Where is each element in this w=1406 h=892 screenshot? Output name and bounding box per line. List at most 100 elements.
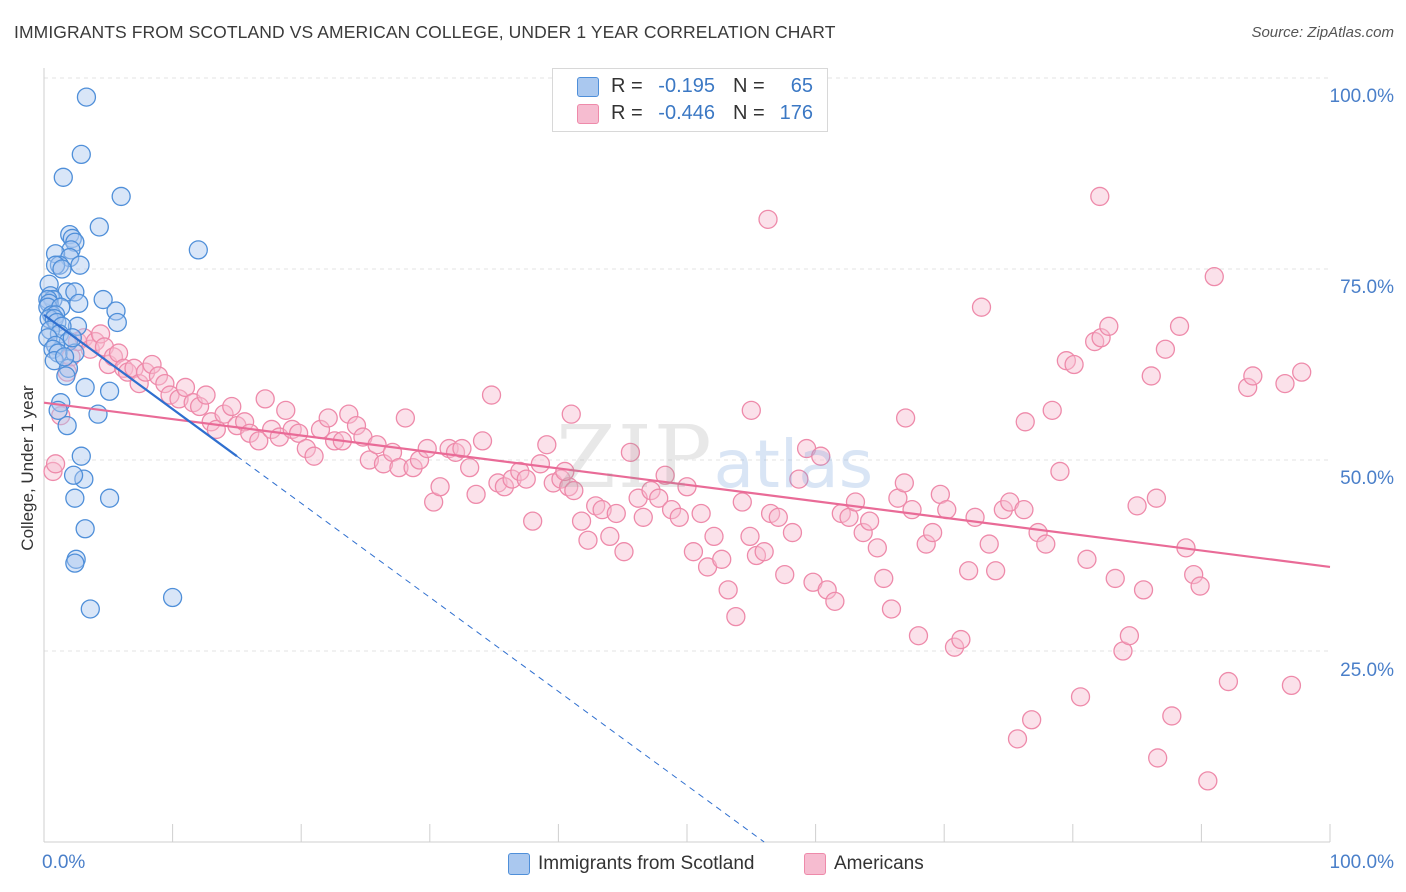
americans-point-81 [571,511,592,531]
americans-point-130 [916,534,936,554]
americans-point-86 [606,503,626,524]
americans-point-174 [1243,366,1263,386]
y-tick-label-50: 50.0% [1340,468,1394,489]
americans-point-30 [214,404,234,424]
americans-point-95 [669,507,689,527]
americans-point-161 [1133,580,1154,600]
scotland-point-60 [65,553,85,573]
n-value-americans: 176 [779,102,813,124]
americans-point-82 [578,530,598,550]
americans-point-110 [775,564,795,585]
americans-point-149 [1050,461,1070,482]
americans-point-111 [782,522,803,543]
americans-point-127 [894,473,914,493]
americans-point-148 [1042,400,1062,420]
americans-point-168 [1184,564,1204,585]
americans-point-42 [296,438,316,459]
americans-point-176 [561,404,581,424]
americans-point-79 [559,477,579,497]
americans-point-124 [874,568,894,589]
americans-point-160 [1127,496,1147,516]
americans-point-159 [1119,626,1140,646]
americans-point-112 [789,469,809,489]
y-tick-label-100: 100.0% [1329,86,1394,107]
watermark-zip: ZIP [556,408,714,508]
scotland-point-4 [89,217,109,237]
scotland-point-15 [52,259,72,279]
americans-point-16 [124,358,144,378]
americans-point-129 [908,626,929,646]
americans-point-35 [249,431,269,451]
americans-point-144 [1014,500,1034,520]
americans-point-33 [234,412,255,432]
americans-point-88 [620,442,641,463]
americans-point-84 [592,500,612,520]
scotland-point-47 [75,377,95,398]
n-value-scotland: 65 [790,75,813,97]
watermark-atlas: atlas [713,426,874,503]
americans-point-59 [417,438,437,459]
americans-point-93 [655,465,675,485]
americans-point-116 [817,580,837,600]
americans-point-31 [222,396,242,417]
americans-point-55 [389,457,409,478]
americans-point-178 [758,209,778,229]
scotland-point-45 [58,358,79,378]
scotland-point-48 [99,381,120,401]
americans-point-172 [1218,671,1239,692]
americans-point-104 [732,492,752,512]
americans-point-125 [881,599,902,619]
americans-point-139 [979,534,999,554]
y-tick-label-75: 75.0% [1340,277,1394,298]
stats-legend-row-americans: R = -0.446 N = 176 [553,100,827,126]
americans-point-37 [261,419,282,440]
americans-point-109 [768,507,788,527]
r-label: R = [611,75,643,97]
americans-point-143 [1007,729,1028,749]
americans-point-98 [691,503,711,524]
scotland-point-58 [75,519,95,539]
americans-point-145 [1021,710,1042,730]
scotland-legend-swatch [508,853,530,875]
scotland-point-56 [65,488,85,508]
scotland-point-52 [57,415,77,436]
n-label: N = [733,102,765,124]
americans-point-152 [1070,687,1091,707]
americans-point-107 [754,542,774,562]
scotland-point-46 [56,366,76,386]
americans-point-166 [1169,316,1190,336]
americans-point-183 [1275,373,1295,394]
americans-point-26 [189,396,210,417]
americans-point-91 [641,480,661,501]
americans-point-136 [958,561,979,581]
americans-point-147 [1036,534,1056,554]
scotland-point-57 [99,488,120,508]
americans-point-175 [1146,488,1167,508]
stats-legend-row-scotland: R = -0.195 N = 65 [553,73,827,99]
americans-point-57 [403,457,423,478]
americans-point-170 [1198,771,1218,791]
americans-point-67 [472,431,493,451]
americans-point-165 [1162,706,1182,726]
americans-point-80 [564,480,584,501]
americans-point-87 [614,542,634,562]
scotland-point-54 [74,469,94,489]
americans-point-103 [726,606,746,627]
americans-point-19 [142,354,162,375]
series-legend: Immigrants from Scotland Americans [0,852,1406,878]
scotland-point-3 [111,186,131,207]
americans-point-68 [481,385,502,405]
americans-point-173 [1238,377,1258,398]
americans-point-51 [359,450,380,470]
americans-point-13 [108,343,129,363]
scotland-point-53 [71,446,91,466]
y-axis-label: College, Under 1 year [18,385,37,551]
scotland-point-0 [76,87,97,107]
y-tick-label-25: 25.0% [1340,660,1394,681]
americans-trendline [43,401,1331,569]
x-tick-label-left: 0.0% [42,852,86,873]
americans-point-0 [43,461,63,482]
americans-point-162 [1141,366,1161,386]
americans-point-23 [169,389,189,409]
n-label: N = [733,75,765,97]
